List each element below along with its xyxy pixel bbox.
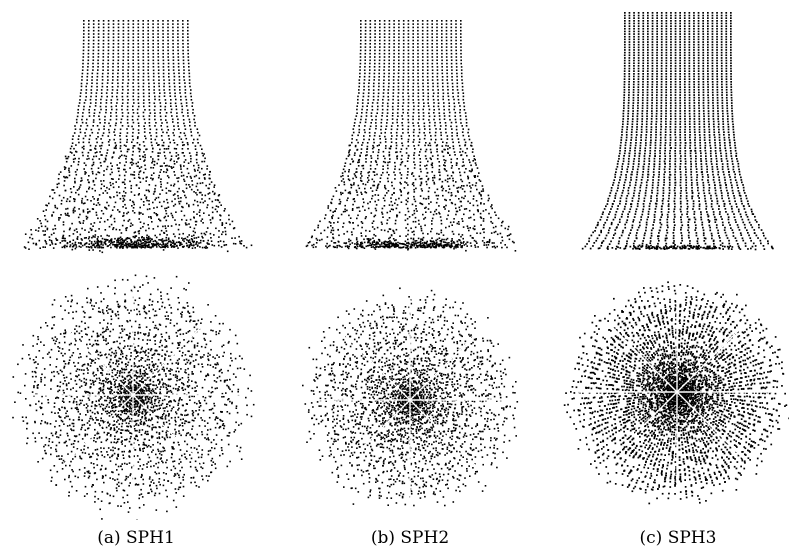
top-view-panel-sph3 [563,281,789,505]
caption-sph1: (a) SPH1 [97,528,175,548]
side-view-panel-sph2 [305,20,517,252]
caption-sph2: (b) SPH2 [370,528,450,548]
side-view-panel-sph3 [581,12,774,251]
caption-sph3: (c) SPH3 [639,528,717,548]
side-view-panel-sph1 [23,20,253,254]
top-view-panel-sph2 [302,287,519,507]
top-view-panel-sph1 [12,274,255,520]
